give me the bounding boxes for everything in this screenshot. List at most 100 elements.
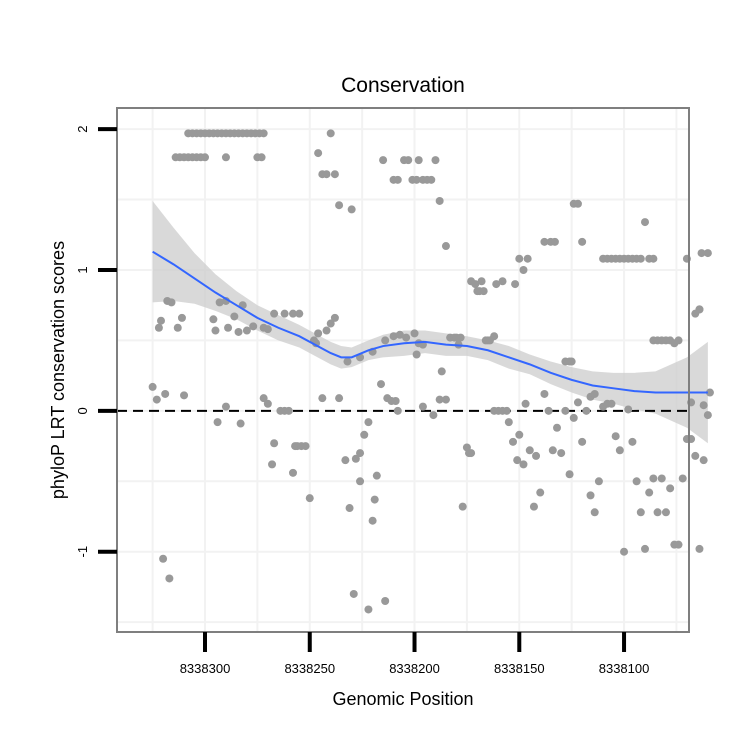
data-point xyxy=(567,357,576,366)
data-point xyxy=(152,395,161,404)
plot-frame xyxy=(116,107,690,633)
data-point xyxy=(372,471,381,480)
data-point xyxy=(532,451,541,460)
data-point xyxy=(513,456,522,465)
data-point xyxy=(259,394,268,403)
data-point xyxy=(705,388,714,397)
data-point xyxy=(326,129,335,138)
data-point xyxy=(703,411,712,420)
data-point xyxy=(490,332,499,341)
data-point xyxy=(305,494,314,503)
y-axis-label: phyloP LRT conservation scores xyxy=(48,241,68,499)
y-tick-label: -1 xyxy=(75,546,90,558)
data-point xyxy=(674,336,683,345)
data-point xyxy=(213,418,222,427)
data-point xyxy=(221,153,230,162)
data-point xyxy=(636,254,645,263)
data-point xyxy=(379,156,388,165)
y-axis-ticks: -1 0 1 2 xyxy=(75,126,117,558)
data-point xyxy=(167,298,176,307)
data-point xyxy=(498,277,507,286)
data-point xyxy=(177,313,186,322)
data-point xyxy=(521,399,530,408)
data-point xyxy=(364,605,373,614)
data-point xyxy=(544,406,553,415)
data-point xyxy=(404,156,413,165)
data-point xyxy=(632,477,641,486)
x-tick-label: 8338200 xyxy=(389,661,440,676)
data-point xyxy=(257,153,266,162)
data-point xyxy=(173,323,182,332)
data-point xyxy=(356,449,365,458)
data-point xyxy=(412,350,421,359)
data-point xyxy=(180,391,189,400)
data-point xyxy=(224,323,233,332)
data-point xyxy=(511,280,520,289)
data-point xyxy=(318,394,327,403)
data-point xyxy=(540,389,549,398)
data-point xyxy=(573,199,582,208)
data-point xyxy=(347,205,356,214)
data-point xyxy=(330,313,339,322)
data-point xyxy=(284,406,293,415)
data-point xyxy=(263,399,272,408)
data-point xyxy=(221,402,230,411)
data-point xyxy=(649,254,658,263)
data-point xyxy=(414,156,423,165)
data-point xyxy=(553,423,561,432)
data-point xyxy=(636,508,645,517)
data-point xyxy=(389,332,398,341)
data-point xyxy=(502,406,511,415)
data-point xyxy=(699,401,708,410)
data-point xyxy=(509,437,517,446)
data-point xyxy=(441,242,450,251)
data-point xyxy=(402,333,411,342)
data-point xyxy=(471,280,480,289)
data-point xyxy=(395,330,404,339)
data-point xyxy=(165,574,174,583)
data-point xyxy=(314,149,323,158)
grid xyxy=(117,108,689,632)
confidence-band xyxy=(152,200,708,444)
data-point xyxy=(236,419,245,428)
data-point xyxy=(351,454,360,463)
data-point xyxy=(661,508,670,517)
data-point xyxy=(540,237,549,246)
data-point xyxy=(268,460,277,469)
data-point xyxy=(628,437,637,446)
data-point xyxy=(368,516,377,525)
data-point xyxy=(341,456,350,465)
data-point xyxy=(492,280,501,289)
data-point xyxy=(561,406,570,415)
data-point xyxy=(458,502,467,511)
data-point xyxy=(657,474,666,483)
data-point xyxy=(230,312,239,321)
data-point xyxy=(345,504,354,513)
data-point xyxy=(412,175,421,184)
data-point xyxy=(529,502,538,511)
data-point xyxy=(697,249,706,258)
data-point xyxy=(569,413,578,422)
data-point xyxy=(536,488,545,497)
data-point xyxy=(289,468,297,477)
data-point xyxy=(479,287,488,296)
data-point xyxy=(695,544,704,553)
data-point xyxy=(565,470,574,479)
data-point xyxy=(360,430,369,439)
data-point xyxy=(161,389,170,398)
data-point xyxy=(335,201,344,210)
data-point xyxy=(467,449,476,458)
data-point xyxy=(322,170,331,179)
data-point xyxy=(159,554,168,563)
x-tick-label: 8338300 xyxy=(180,661,231,676)
data-point xyxy=(515,254,524,263)
data-point xyxy=(674,540,683,549)
data-point xyxy=(523,254,532,263)
data-point xyxy=(209,315,218,324)
plot-background xyxy=(117,108,689,632)
data-point xyxy=(201,153,209,162)
data-point xyxy=(431,156,440,165)
data-point xyxy=(624,405,633,414)
data-point xyxy=(356,477,365,486)
